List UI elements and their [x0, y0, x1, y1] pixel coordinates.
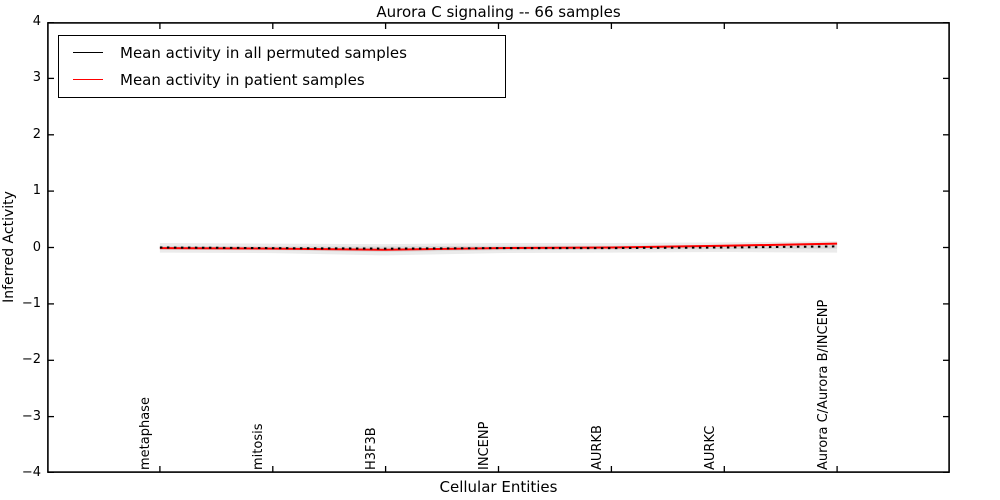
legend-item-patient: Mean activity in patient samples	[59, 66, 505, 93]
y-tick-label: −3	[21, 408, 41, 424]
x-axis-label: Cellular Entities	[439, 478, 558, 496]
y-tick-label: 4	[32, 14, 41, 29]
y-tick-label: 0	[32, 239, 41, 255]
plot-area: Mean activity in all permuted samples Me…	[47, 22, 950, 473]
y-tick-label: 1	[32, 183, 41, 199]
chart-canvas	[47, 22, 950, 473]
x-tick-label: AURKB	[589, 425, 605, 470]
x-tick-label: Aurora C/Aurora B/INCENP	[815, 299, 831, 470]
permuted-line-sample-icon	[73, 52, 103, 53]
x-tick-label: metaphase	[138, 397, 154, 470]
x-tick-label: mitosis	[251, 423, 267, 470]
axes-frame	[47, 22, 950, 473]
patient-line-sample-icon	[73, 79, 103, 80]
y-tick-label: −4	[21, 465, 41, 480]
legend-item-permuted: Mean activity in all permuted samples	[59, 39, 505, 66]
legend-label-permuted: Mean activity in all permuted samples	[120, 43, 407, 62]
y-tick-label: 2	[32, 126, 41, 142]
chart-title: Aurora C signaling -- 66 samples	[376, 3, 621, 21]
x-tick-label: H3F3B	[364, 427, 380, 470]
y-tick-label: −1	[21, 295, 41, 311]
legend: Mean activity in all permuted samples Me…	[58, 35, 506, 98]
x-tick-label: AURKC	[702, 425, 718, 470]
y-tick-label: 3	[32, 70, 41, 86]
legend-label-patient: Mean activity in patient samples	[120, 70, 365, 89]
y-tick-label: −2	[21, 352, 41, 368]
series-line	[159, 245, 838, 250]
x-tick-label: INCENP	[477, 421, 492, 470]
